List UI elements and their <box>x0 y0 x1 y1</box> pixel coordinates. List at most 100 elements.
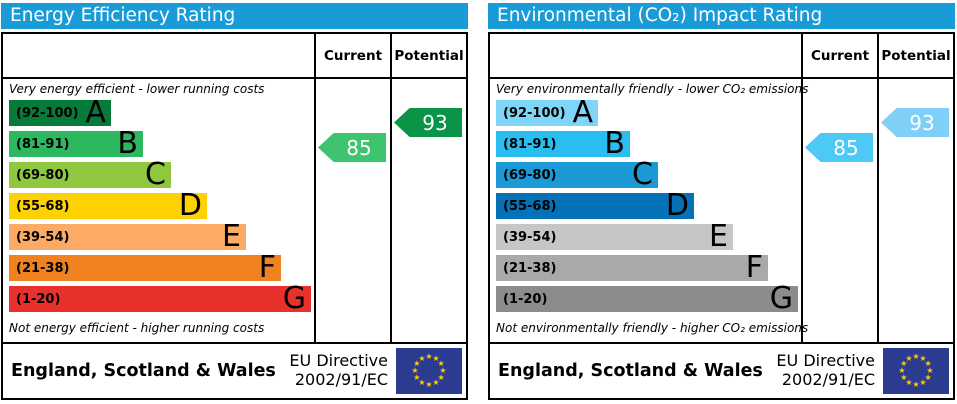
band-row-f: (21-38) F <box>9 250 281 285</box>
band-row-e: (39-54) E <box>9 219 246 254</box>
eu-star: ★ <box>912 380 920 389</box>
region-label: England, Scotland & Wales <box>11 361 276 381</box>
band-row-d: (55-68) D <box>9 188 207 223</box>
energy-footer: England, Scotland & Wales EU Directive 2… <box>3 342 466 398</box>
energy-current-zone: 85 <box>316 79 390 342</box>
energy-potential-zone: 93 <box>392 79 466 342</box>
energy-current-column: Current 85 <box>314 34 390 342</box>
band-letter: F <box>745 250 763 285</box>
band-range-label: (1-20) <box>503 291 548 307</box>
eu-directive-line1: EU Directive <box>289 351 388 371</box>
potential-rating-value: 93 <box>422 110 448 135</box>
eu-flag-icon: ★ ★ ★ ★ ★ ★ ★ ★ ★ ★ ★ ★ <box>883 348 949 394</box>
potential-column-header: Potential <box>392 34 466 79</box>
band-letter: B <box>117 126 138 161</box>
band-row-c: (69-80) C <box>496 157 658 192</box>
band-range-label: (92-100) <box>503 105 566 121</box>
band-range-label: (92-100) <box>16 105 79 121</box>
eu-star: ★ <box>900 373 908 382</box>
environmental-current-zone: 85 <box>803 79 877 342</box>
eu-star: ★ <box>437 373 445 382</box>
energy-top-note: Very energy efficient - lower running co… <box>9 82 265 96</box>
band-row-a: (92-100) A <box>9 95 111 130</box>
band-range-label: (39-54) <box>16 229 70 245</box>
band-row-c: (69-80) C <box>9 157 171 192</box>
band-letter: G <box>282 281 306 316</box>
eu-directive-line1: EU Directive <box>776 351 875 371</box>
band-range-label: (69-80) <box>16 167 70 183</box>
eu-star: ★ <box>905 378 913 388</box>
eu-star: ★ <box>418 378 426 388</box>
energy-panel-title: Energy Efficiency Rating <box>1 3 468 29</box>
current-rating-arrow: 85 <box>805 133 873 162</box>
band-range-label: (21-38) <box>16 260 70 276</box>
environmental-impact-panel: Environmental (CO₂) Impact Rating Very e… <box>488 3 955 400</box>
band-range-label: (81-91) <box>16 136 70 152</box>
environmental-potential-zone: 93 <box>879 79 953 342</box>
current-column-header: Current <box>803 34 877 79</box>
environmental-potential-column: Potential 93 <box>877 34 953 342</box>
potential-column-header: Potential <box>879 34 953 79</box>
band-letter: D <box>178 188 202 223</box>
eu-directive-line2: 2002/91/EC <box>294 370 388 389</box>
band-letter: C <box>145 157 166 192</box>
potential-rating-arrow: 93 <box>881 108 949 137</box>
band-letter: E <box>222 219 241 254</box>
band-range-label: (39-54) <box>503 229 557 245</box>
band-letter: A <box>85 95 106 130</box>
energy-efficiency-panel: Energy Efficiency Rating Very energy eff… <box>1 3 468 400</box>
eu-star: ★ <box>437 359 445 368</box>
eu-star: ★ <box>905 353 913 363</box>
eu-star: ★ <box>912 352 920 361</box>
band-range-label: (21-38) <box>503 260 557 276</box>
eu-star: ★ <box>425 352 433 361</box>
current-rating-value: 85 <box>833 135 859 160</box>
eu-star: ★ <box>432 378 440 388</box>
energy-potential-column: Potential 93 <box>390 34 466 342</box>
potential-rating-arrow: 93 <box>394 108 462 137</box>
eu-star: ★ <box>411 366 419 375</box>
eu-directive-label: EU Directive 2002/91/EC <box>776 351 875 390</box>
eu-star: ★ <box>439 366 447 375</box>
environmental-current-column: Current 85 <box>801 34 877 342</box>
current-rating-value: 85 <box>346 135 372 160</box>
eu-star: ★ <box>924 373 932 382</box>
eu-directive-label: EU Directive 2002/91/EC <box>289 351 388 390</box>
band-range-label: (81-91) <box>503 136 557 152</box>
band-range-label: (55-68) <box>503 198 557 214</box>
eu-star: ★ <box>926 366 934 375</box>
potential-rating-value: 93 <box>909 110 935 135</box>
current-rating-arrow: 85 <box>318 133 386 162</box>
eu-star: ★ <box>924 359 932 368</box>
band-row-d: (55-68) D <box>496 188 694 223</box>
band-letter: B <box>604 126 625 161</box>
band-letter: D <box>665 188 689 223</box>
band-row-a: (92-100) A <box>496 95 598 130</box>
band-row-e: (39-54) E <box>496 219 733 254</box>
band-letter: E <box>709 219 728 254</box>
environmental-footer: England, Scotland & Wales EU Directive 2… <box>490 342 953 398</box>
band-row-f: (21-38) F <box>496 250 768 285</box>
energy-band-column-header <box>3 34 314 79</box>
band-letter: A <box>572 95 593 130</box>
band-row-b: (81-91) B <box>496 126 630 161</box>
environmental-panel-table: Very environmentally friendly - lower CO… <box>488 32 955 400</box>
band-range-label: (69-80) <box>503 167 557 183</box>
band-letter: G <box>769 281 793 316</box>
energy-band-chart: Very energy efficient - lower running co… <box>3 79 314 342</box>
eu-star: ★ <box>919 353 927 363</box>
band-row-b: (81-91) B <box>9 126 143 161</box>
band-letter: F <box>258 250 276 285</box>
band-row-g: (1-20) G <box>9 281 311 316</box>
environmental-band-column-header <box>490 34 801 79</box>
band-range-label: (1-20) <box>16 291 61 307</box>
eu-star: ★ <box>900 359 908 368</box>
eu-star: ★ <box>432 353 440 363</box>
environmental-band-column: Very environmentally friendly - lower CO… <box>490 34 808 342</box>
eu-star: ★ <box>418 353 426 363</box>
band-letter: C <box>632 157 653 192</box>
eu-directive-line2: 2002/91/EC <box>781 370 875 389</box>
eu-star: ★ <box>898 366 906 375</box>
eu-star: ★ <box>919 378 927 388</box>
